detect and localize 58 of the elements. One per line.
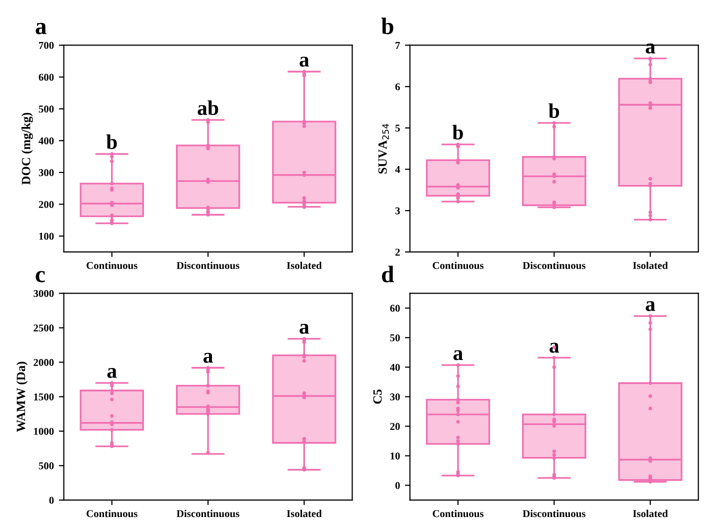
annotation: a (646, 301, 656, 312)
y-tick-label: 100 (39, 232, 54, 240)
chart-title: b (381, 18, 394, 34)
y-tick-label: 600 (38, 74, 54, 81)
x-tick-label: Discontinuous (522, 262, 586, 270)
y-axis-title: DOC (mg/kg) (21, 112, 33, 185)
y-tick-label: 6 (395, 83, 400, 90)
chart-title: a (36, 22, 46, 34)
y-tick-label: 1500 (34, 393, 54, 400)
y-tick-label: 400 (38, 137, 54, 144)
y-tick-label: 500 (38, 462, 54, 470)
y-tick-label: 4 (395, 166, 400, 173)
y-tick-label: 0 (49, 496, 54, 504)
x-tick-label: Isolated (632, 510, 668, 518)
chart-title: c (36, 270, 45, 282)
y-tick-label: 60 (390, 304, 400, 312)
x-tick-label: Discontinuous (176, 510, 240, 518)
y-tick-label: 0 (395, 482, 400, 490)
annotation: a (300, 324, 310, 334)
annotation: a (453, 350, 463, 360)
y-tick-label: 10 (390, 452, 400, 460)
x-tick-label: Continuous (432, 510, 484, 518)
y-tick-label: 300 (38, 169, 54, 176)
x-tick-label: Continuous (86, 262, 138, 270)
annotation: b (452, 124, 463, 140)
y-tick-label: 3 (395, 207, 400, 214)
y-tick-label: 1000 (34, 428, 54, 435)
y-axis-title: SUVA$_{254}$ (378, 124, 389, 174)
x-tick-label: Discontinuous (176, 262, 240, 270)
x-tick-label: Continuous (86, 510, 138, 518)
y-tick-label: 500 (38, 106, 54, 113)
y-tick-label: 200 (38, 200, 54, 208)
annotation: ab (198, 100, 218, 116)
y-tick-label: 7 (396, 42, 400, 49)
y-axis-title: WAMW (Da) (16, 362, 28, 432)
y-axis-title: C5 (373, 390, 382, 404)
x-tick-label: Continuous (432, 262, 484, 270)
y-tick-label: 2500 (34, 324, 54, 332)
chart-title: d (382, 266, 394, 282)
y-tick-label: 5 (395, 124, 400, 132)
annotation: a (646, 44, 656, 54)
y-tick-label: 30 (390, 393, 400, 400)
y-tick-label: 50 (390, 334, 400, 342)
x-tick-label: Isolated (286, 510, 322, 518)
annotation: a (300, 56, 310, 67)
annotation: a (203, 352, 213, 363)
y-tick-label: 3000 (34, 290, 54, 298)
annotation: b (106, 134, 117, 150)
y-tick-label: 40 (390, 364, 400, 371)
y-tick-label: 2000 (34, 358, 54, 366)
y-tick-label: 2 (395, 248, 400, 256)
y-tick-label: 20 (390, 422, 400, 430)
x-tick-label: Isolated (632, 262, 668, 270)
annotation: a (107, 368, 117, 378)
x-tick-label: Isolated (286, 262, 322, 270)
x-tick-label: Discontinuous (522, 510, 586, 518)
y-tick-label: 700 (39, 42, 54, 49)
annotation: b (548, 103, 560, 118)
